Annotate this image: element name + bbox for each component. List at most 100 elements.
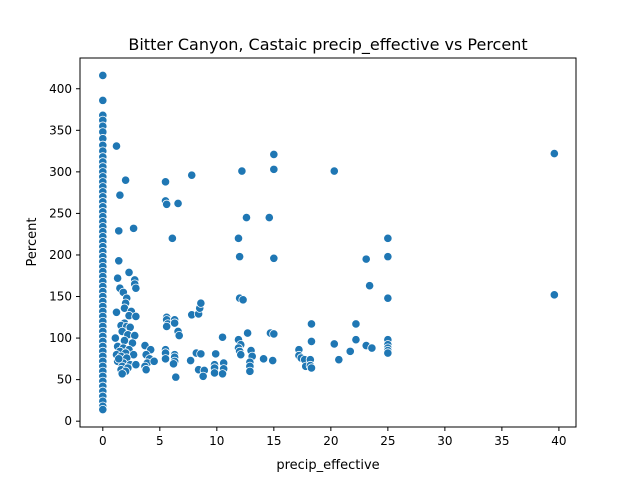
scatter-point bbox=[345, 346, 355, 356]
scatter-point bbox=[258, 354, 269, 364]
scatter-point bbox=[306, 336, 317, 346]
scatter-point bbox=[111, 307, 122, 317]
x-axis-label: precip_effective bbox=[276, 458, 379, 473]
scatter-point bbox=[367, 343, 377, 353]
scatter-point bbox=[98, 70, 108, 81]
scatter-point bbox=[329, 339, 339, 349]
y-axis-ticks: 0 50 100 150 200 250 300 350 400 bbox=[49, 82, 80, 428]
scatter-point bbox=[98, 95, 108, 105]
x-tick-label: 10 bbox=[209, 434, 224, 448]
scatter-point bbox=[351, 335, 361, 345]
scatter-point bbox=[329, 166, 339, 176]
scatter-point bbox=[264, 212, 274, 223]
scatter-point bbox=[241, 212, 252, 223]
scatter-point bbox=[174, 330, 184, 341]
y-tick-label: 100 bbox=[49, 331, 72, 345]
scatter-point bbox=[131, 360, 141, 370]
scatter-point bbox=[171, 372, 181, 382]
x-tick-label: 20 bbox=[323, 434, 338, 448]
y-tick-label: 350 bbox=[49, 123, 72, 137]
scatter-point bbox=[383, 252, 393, 262]
scatter-point bbox=[186, 355, 196, 366]
scatter-point bbox=[168, 359, 179, 369]
scatter-point bbox=[306, 363, 317, 373]
y-tick-label: 400 bbox=[49, 82, 72, 96]
scatter-point bbox=[217, 332, 228, 342]
x-axis-ticks: 0 5 10 15 20 25 30 35 40 bbox=[99, 427, 567, 448]
scatter-point bbox=[196, 349, 206, 359]
scatter-point bbox=[110, 333, 120, 343]
scatter-point bbox=[162, 199, 172, 209]
x-tick-label: 15 bbox=[266, 434, 281, 448]
data-points bbox=[98, 70, 559, 415]
scatter-point bbox=[269, 149, 279, 160]
scatter-point bbox=[170, 318, 180, 328]
scatter-point bbox=[237, 166, 247, 176]
scatter-point bbox=[361, 254, 371, 264]
x-tick-label: 5 bbox=[156, 434, 164, 448]
scatter-point bbox=[141, 365, 151, 375]
scatter-point bbox=[549, 148, 559, 159]
scatter-point bbox=[115, 190, 125, 200]
scatter-point bbox=[211, 349, 221, 359]
scatter-point bbox=[549, 290, 559, 300]
scatter-point bbox=[98, 404, 108, 415]
scatter-point bbox=[243, 328, 253, 338]
scatter-point bbox=[173, 198, 183, 209]
scatter-point bbox=[196, 298, 206, 308]
scatter-point bbox=[160, 354, 171, 364]
scatter-point bbox=[117, 369, 127, 379]
scatter-point bbox=[238, 295, 248, 305]
scatter-point bbox=[236, 350, 246, 360]
scatter-point bbox=[268, 355, 278, 366]
scatter-point bbox=[269, 329, 279, 339]
y-tick-label: 150 bbox=[49, 290, 72, 304]
scatter-point bbox=[124, 267, 134, 278]
y-tick-label: 300 bbox=[49, 165, 72, 179]
scatter-point bbox=[114, 354, 124, 364]
scatter-point bbox=[383, 348, 393, 358]
scatter-point bbox=[160, 177, 171, 187]
chart-title: Bitter Canyon, Castaic precip_effective … bbox=[128, 35, 527, 55]
scatter-point bbox=[233, 233, 244, 243]
scatter-point bbox=[351, 319, 361, 329]
x-tick-label: 40 bbox=[551, 434, 566, 448]
scatter-point bbox=[131, 311, 141, 322]
scatter-point bbox=[114, 256, 124, 266]
y-tick-label: 50 bbox=[57, 373, 72, 387]
scatter-point bbox=[217, 369, 228, 379]
y-axis-label: Percent bbox=[25, 218, 40, 267]
scatter-point bbox=[187, 170, 197, 180]
scatter-point bbox=[209, 368, 220, 378]
scatter-point bbox=[334, 355, 344, 365]
scatter-point bbox=[269, 253, 279, 263]
scatter-point bbox=[113, 273, 123, 283]
x-tick-label: 35 bbox=[494, 434, 509, 448]
scatter-point bbox=[245, 366, 255, 376]
scatter-point bbox=[167, 233, 177, 243]
scatter-point bbox=[121, 175, 131, 185]
y-tick-label: 200 bbox=[49, 248, 72, 262]
scatter-point bbox=[269, 164, 279, 174]
scatter-point bbox=[235, 252, 245, 262]
scatter-point bbox=[114, 226, 124, 236]
x-tick-label: 30 bbox=[437, 434, 452, 448]
plot-frame bbox=[79, 57, 577, 428]
scatter-point bbox=[383, 233, 393, 243]
y-tick-label: 250 bbox=[49, 206, 72, 220]
scatter-point bbox=[149, 356, 159, 366]
x-tick-label: 0 bbox=[99, 434, 107, 448]
scatter-point bbox=[383, 293, 393, 303]
scatter-point bbox=[198, 371, 208, 381]
x-tick-label: 25 bbox=[380, 434, 395, 448]
scatter-point bbox=[128, 223, 139, 233]
y-tick-label: 0 bbox=[64, 414, 72, 428]
scatter-point bbox=[365, 281, 375, 291]
scatter-point bbox=[119, 335, 130, 346]
scatter-point bbox=[131, 283, 141, 293]
scatter-point bbox=[162, 321, 172, 332]
scatter-point bbox=[306, 319, 317, 329]
